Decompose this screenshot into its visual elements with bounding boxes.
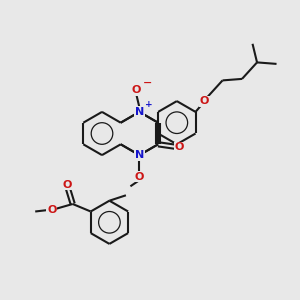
Text: O: O bbox=[47, 205, 56, 215]
Text: O: O bbox=[62, 179, 71, 190]
Text: +: + bbox=[146, 100, 153, 109]
Text: O: O bbox=[132, 85, 141, 95]
Text: −: − bbox=[142, 78, 152, 88]
Text: O: O bbox=[135, 172, 144, 182]
Text: O: O bbox=[200, 96, 209, 106]
Text: O: O bbox=[174, 142, 184, 152]
Text: N: N bbox=[135, 107, 144, 117]
Text: N: N bbox=[135, 150, 144, 160]
